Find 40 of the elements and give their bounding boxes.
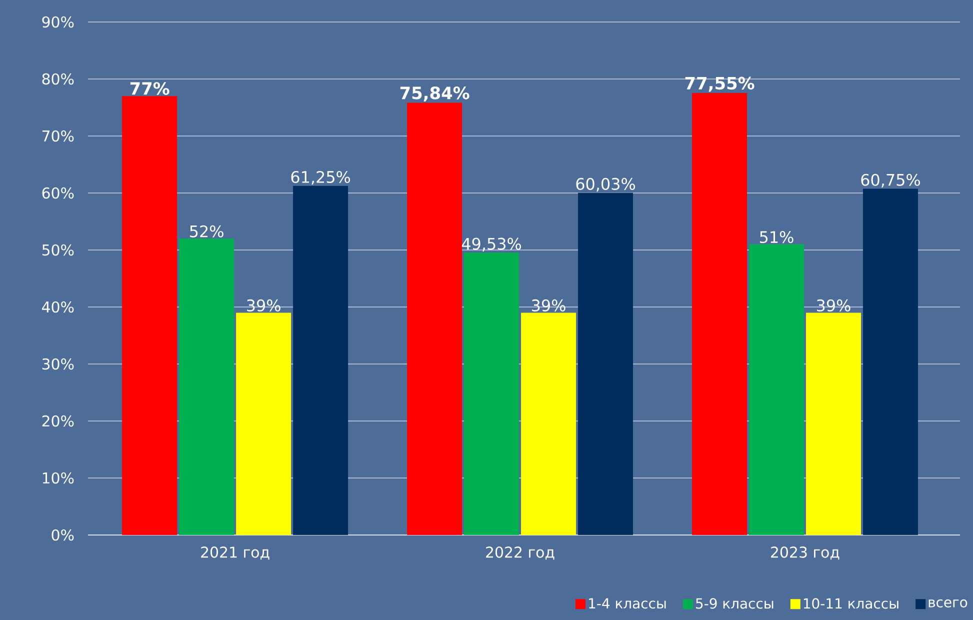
bar: [578, 192, 634, 535]
x-tick-label: 2022 год: [486, 546, 554, 560]
data-label: 39%: [532, 299, 566, 312]
bar: [464, 252, 520, 535]
data-label: 77,55%: [685, 76, 754, 92]
y-tick-label: 70%: [42, 130, 74, 142]
legend-label: 5-9 классы: [696, 598, 774, 609]
x-tick-label: 2023 год: [771, 546, 840, 560]
bar: [179, 238, 234, 535]
y-tick-label: 80%: [42, 73, 74, 85]
y-tick-label: 0%: [52, 529, 74, 541]
bar: [692, 92, 747, 535]
data-label: 39%: [247, 299, 280, 312]
y-tick-label: 10%: [42, 472, 74, 484]
bar: [806, 312, 861, 535]
data-label: 51%: [760, 231, 794, 244]
data-label: 75,84%: [400, 86, 470, 102]
data-label: 60,03%: [576, 178, 636, 192]
data-label: 61,25%: [291, 170, 350, 185]
bar: [521, 312, 576, 535]
legend-label: 10-11 классы: [804, 598, 898, 609]
legend-label: всего: [928, 599, 968, 608]
x-tick-label: 2021 год: [201, 546, 270, 560]
bar: [748, 244, 804, 535]
y-tick-label: 50%: [42, 244, 74, 256]
y-tick-label: 20%: [42, 415, 74, 427]
y-tick-label: 30%: [42, 358, 74, 370]
data-label: 60,75%: [861, 174, 920, 188]
y-tick-label: 60%: [42, 187, 74, 199]
data-label: 52%: [190, 225, 224, 238]
bar: [122, 96, 178, 535]
bar: [407, 102, 462, 535]
y-tick-label: 90%: [42, 16, 74, 28]
bar: [862, 188, 918, 535]
bar: [293, 186, 348, 535]
bar: [236, 312, 292, 535]
legend-label: 1-4 классы: [589, 598, 666, 609]
data-label: 77%: [130, 82, 170, 95]
data-label: 39%: [816, 299, 850, 312]
y-tick-label: 40%: [42, 301, 74, 313]
